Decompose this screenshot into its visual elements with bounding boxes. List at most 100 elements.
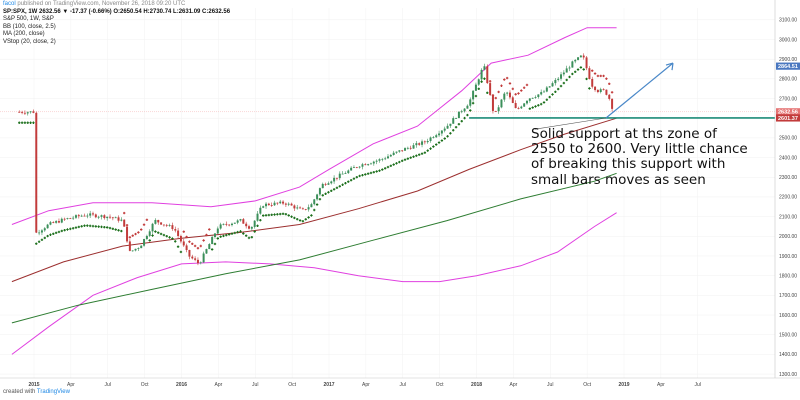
vstop-marker <box>375 170 378 173</box>
candle-body <box>230 223 233 226</box>
candle-body <box>395 151 398 153</box>
candle-body <box>469 99 472 106</box>
candle-body <box>188 250 191 257</box>
candle-body <box>557 78 560 80</box>
indicator-legend-0[interactable]: S&P 500, 1W, S&P <box>3 16 54 22</box>
vstop-marker <box>313 208 316 212</box>
candle-body <box>551 83 554 87</box>
candle-body <box>491 94 494 111</box>
candle-body <box>401 150 404 152</box>
candle-body <box>477 79 480 85</box>
candle-body <box>367 164 370 166</box>
candle-body <box>355 167 358 169</box>
vstop-marker <box>437 141 441 144</box>
vstop-marker <box>446 135 449 138</box>
tradingview-logo[interactable]: TradingView <box>36 389 70 395</box>
candle-body <box>372 161 375 164</box>
vstop-marker <box>71 227 75 230</box>
candle-body <box>423 141 426 143</box>
candle-body <box>520 106 523 109</box>
publish-info: published on TradingView.com, November 2… <box>17 1 186 7</box>
vstop-marker <box>63 228 66 232</box>
candle-body <box>66 218 69 219</box>
vstop-marker <box>131 234 134 237</box>
vstop-marker <box>60 229 63 233</box>
candle-body <box>111 217 114 219</box>
author-link[interactable]: facol <box>3 1 16 7</box>
x-tick-label: Apr <box>67 382 75 388</box>
candle-body <box>500 99 503 108</box>
candle-body <box>350 167 353 171</box>
candle-body <box>378 159 381 161</box>
candle-body <box>242 219 245 224</box>
indicator-legend-2[interactable]: MA (200, close) <box>3 31 45 37</box>
candle-body <box>429 137 432 141</box>
candle-body <box>310 204 313 208</box>
vstop-marker <box>86 224 89 227</box>
candle-body <box>143 239 146 246</box>
candle-body <box>421 141 424 145</box>
vstop-marker <box>440 139 444 142</box>
vstop-marker <box>341 183 344 186</box>
candle-body <box>191 256 194 259</box>
x-tick-label: Oct <box>436 382 444 388</box>
vstop-marker <box>474 94 478 98</box>
candle-body <box>455 118 458 119</box>
chart-header: facol published on TradingView.com, Nove… <box>3 1 230 46</box>
vstop-marker <box>488 80 492 83</box>
candle-body <box>392 152 395 156</box>
vstop-marker <box>242 232 245 235</box>
vstop-marker <box>534 105 537 108</box>
y-tick-label: 2400.00 <box>779 155 797 161</box>
candle-body <box>611 98 614 109</box>
vstop-marker <box>49 233 52 236</box>
indicator-legend-1[interactable]: BB (100, close, 2.5) <box>3 23 56 30</box>
candle-body <box>457 111 460 119</box>
vstop-marker <box>415 154 418 157</box>
vstop-marker <box>250 236 254 239</box>
candle-body <box>352 167 355 169</box>
candle-body <box>534 97 537 98</box>
candle-body <box>531 97 534 99</box>
candle-body <box>318 188 321 195</box>
candle-body <box>494 110 497 112</box>
vstop-marker <box>321 194 324 197</box>
candle-body <box>38 232 41 234</box>
vstop-marker <box>142 223 146 226</box>
candle-body <box>60 218 63 223</box>
candle-body <box>506 92 509 94</box>
vstop-marker <box>80 225 83 228</box>
candle-body <box>225 223 228 225</box>
candle-body <box>443 128 446 131</box>
vstop-marker <box>296 218 299 221</box>
vstop-marker <box>264 214 268 217</box>
vstop-marker <box>111 227 115 231</box>
candle-body <box>321 183 324 189</box>
x-tick-label: Jul <box>695 382 701 388</box>
candle-body <box>361 164 364 167</box>
candle-body <box>330 181 333 184</box>
x-tick-label: Jul <box>547 382 553 388</box>
candle-body <box>233 222 236 224</box>
indicator-legend-3[interactable]: VStop (20, close, 2) <box>3 38 56 45</box>
vstop-marker <box>392 163 395 166</box>
vstop-marker <box>480 80 483 83</box>
vstop-marker <box>159 232 163 236</box>
vstop-marker <box>352 177 356 180</box>
candle-body <box>279 201 282 204</box>
vstop-marker <box>366 172 370 175</box>
vstop-marker <box>582 68 585 71</box>
candle-body <box>585 57 588 69</box>
candle-body <box>32 111 35 113</box>
vstop-marker <box>219 235 222 238</box>
candle-body <box>267 203 270 206</box>
candle-body <box>239 219 242 221</box>
vstop-marker <box>400 159 404 162</box>
candle-body <box>545 87 548 92</box>
candle-body <box>123 219 126 227</box>
vstop-marker <box>26 121 29 124</box>
vstop-marker <box>287 214 290 217</box>
vstop-marker <box>429 147 432 150</box>
candle-body <box>316 194 319 200</box>
